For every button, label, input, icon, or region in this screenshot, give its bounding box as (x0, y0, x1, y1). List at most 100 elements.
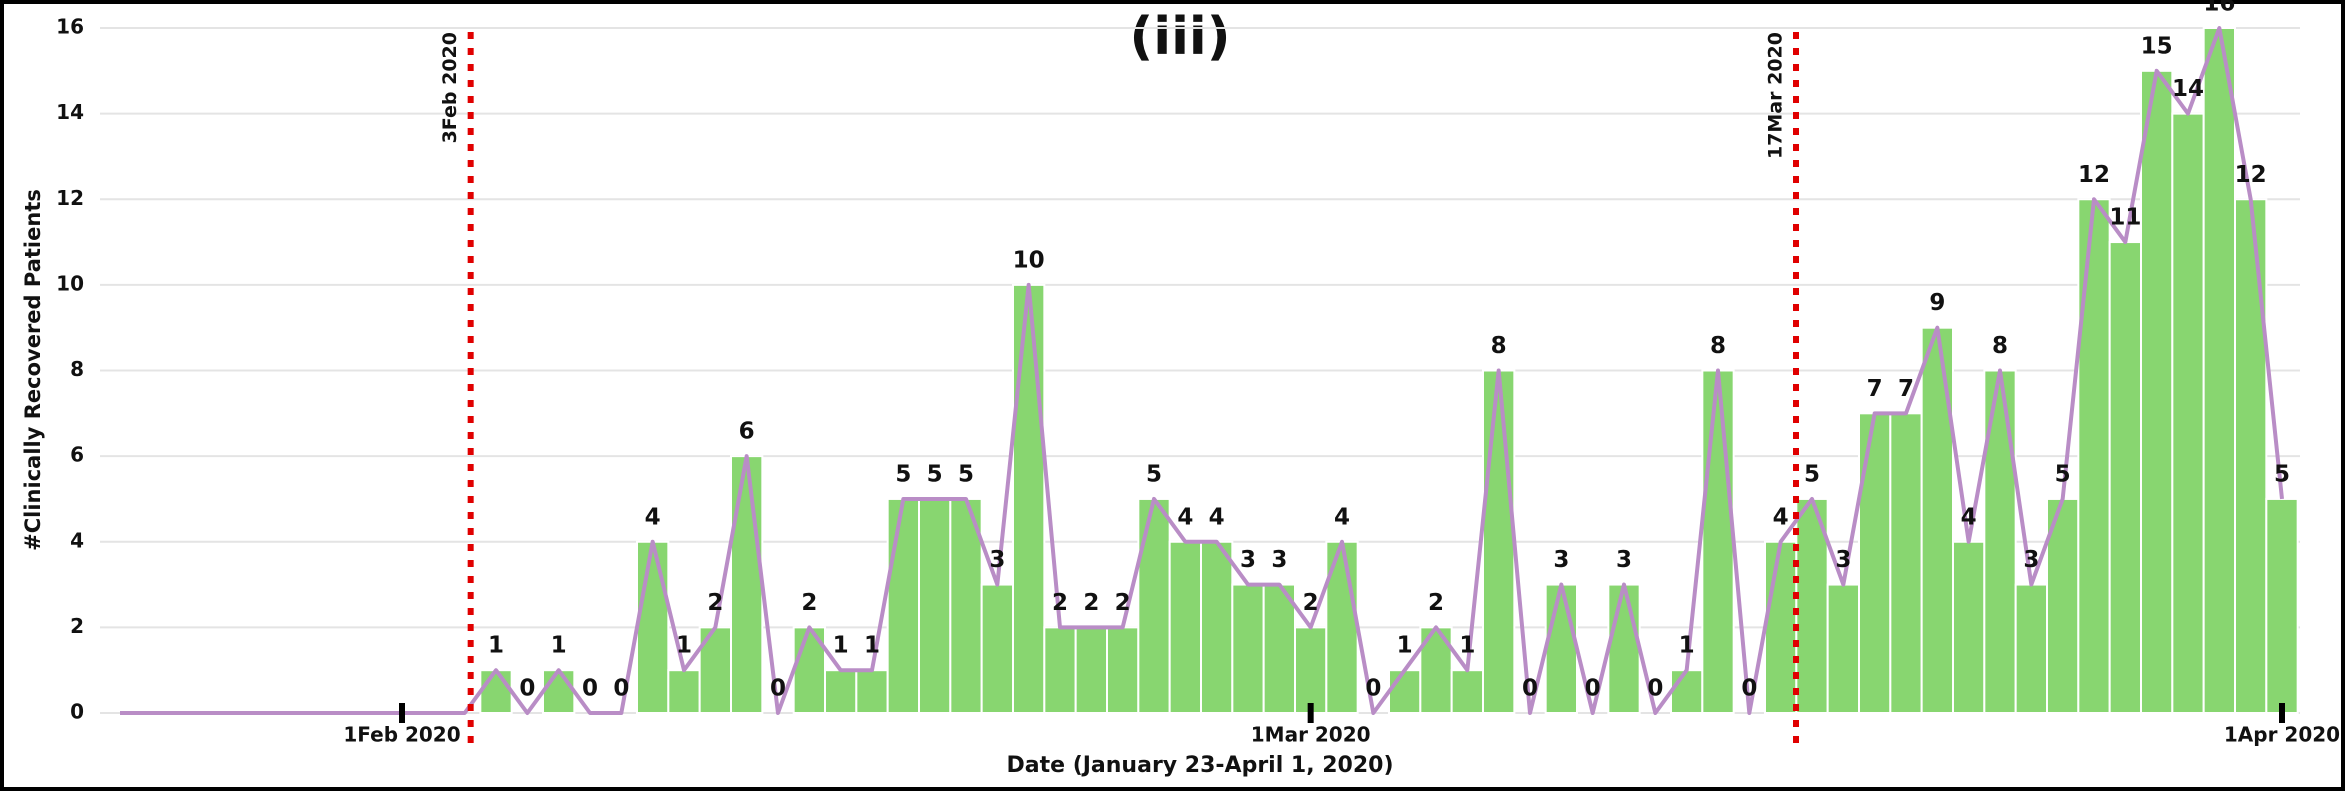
value-label: 5 (2055, 461, 2071, 487)
value-label: 5 (927, 461, 943, 487)
bar (824, 669, 858, 714)
value-label: 0 (1647, 676, 1663, 702)
value-label: 0 (1585, 676, 1601, 702)
value-label: 5 (1804, 461, 1820, 487)
value-label: 15 (2141, 33, 2173, 59)
value-label: 5 (895, 461, 911, 487)
bar (2171, 112, 2205, 714)
value-label: 8 (1992, 333, 2008, 359)
value-label: 3 (1616, 547, 1632, 573)
x-tick-label: 1Feb 2020 (343, 723, 460, 747)
value-label: 1 (488, 633, 504, 659)
bar (1544, 583, 1578, 714)
y-tick-label: 8 (70, 357, 84, 381)
bar (1106, 626, 1140, 714)
value-label: 8 (1491, 333, 1507, 359)
value-label: 0 (770, 676, 786, 702)
bar (2202, 27, 2237, 714)
bar (1231, 583, 1265, 714)
bar (1074, 626, 1108, 714)
bar (1450, 669, 1484, 714)
value-label: 4 (645, 504, 661, 530)
value-label: 0 (1365, 676, 1381, 702)
bar (1168, 540, 1202, 714)
bar (2014, 583, 2048, 714)
value-label: 16 (2203, 0, 2235, 17)
bar (1200, 540, 1234, 714)
value-label: 12 (2078, 162, 2110, 188)
value-label: 3 (1271, 547, 1287, 573)
y-tick-label: 10 (56, 271, 84, 295)
bar (2140, 69, 2174, 714)
x-tick-label: 1Mar 2020 (1251, 723, 1371, 747)
x-tick-label: 1Apr 2020 (2224, 723, 2340, 747)
value-label: 4 (1177, 504, 1193, 530)
bar (730, 455, 764, 714)
bar (1043, 626, 1077, 714)
value-label: 1 (1459, 633, 1475, 659)
value-label: 5 (958, 461, 974, 487)
value-label: 2 (1115, 590, 1131, 616)
value-label: 2 (1428, 590, 1444, 616)
bar (1388, 669, 1422, 714)
value-label: 12 (2235, 162, 2267, 188)
value-label: 0 (519, 676, 535, 702)
bar (479, 669, 513, 714)
bar (1670, 669, 1704, 714)
value-label: 7 (1898, 376, 1914, 402)
value-label: 8 (1710, 333, 1726, 359)
annotation-label: 17Mar 2020 (1765, 32, 1787, 159)
value-label: 0 (582, 676, 598, 702)
value-label: 11 (2109, 205, 2141, 231)
value-label: 5 (2274, 461, 2290, 487)
value-label: 1 (864, 633, 880, 659)
y-tick-label: 6 (70, 443, 84, 467)
bar (1012, 283, 1046, 714)
bar (886, 497, 921, 714)
value-label: 2 (1083, 590, 1099, 616)
bar (2077, 198, 2111, 714)
y-tick-label: 0 (70, 700, 84, 724)
x-axis-label: Date (January 23-April 1, 2020) (1006, 753, 1393, 778)
value-label: 2 (801, 590, 817, 616)
bar (1607, 583, 1641, 714)
value-label: 2 (1052, 590, 1068, 616)
value-label: 3 (1835, 547, 1851, 573)
bar (855, 669, 889, 714)
bar (980, 583, 1015, 714)
bar (667, 669, 701, 714)
value-label: 10 (1013, 247, 1045, 273)
value-label: 0 (613, 676, 629, 702)
bar (636, 540, 670, 714)
y-axis-label: #Clinically Recovered Patients (21, 189, 45, 551)
value-label: 4 (1773, 504, 1789, 530)
bar (1482, 369, 1516, 714)
y-tick-label: 4 (70, 528, 84, 552)
bar (1952, 540, 1986, 714)
bar (1701, 369, 1735, 714)
value-label: 4 (1209, 504, 1225, 530)
value-label: 1 (1397, 633, 1413, 659)
y-tick-label: 16 (56, 15, 84, 39)
bar (2265, 497, 2299, 714)
bar (1294, 626, 1328, 714)
value-label: 3 (2023, 547, 2039, 573)
bar (2234, 198, 2268, 714)
value-label: 4 (1961, 504, 1977, 530)
value-label: 6 (739, 419, 755, 445)
y-tick-label: 2 (70, 614, 84, 638)
bar (1262, 583, 1296, 714)
chart-title: (iii) (1129, 7, 1230, 67)
value-label: 1 (1679, 633, 1695, 659)
bar (1137, 497, 1171, 714)
y-tick-label: 14 (56, 100, 84, 124)
value-label: 3 (989, 547, 1005, 573)
bar (2046, 497, 2080, 714)
trend-line (120, 26, 2284, 715)
annotation-label: 3Feb 2020 (439, 32, 461, 143)
value-label: 1 (551, 633, 567, 659)
value-label: 5 (1146, 461, 1162, 487)
bar (1889, 412, 1923, 714)
bar (1826, 583, 1860, 714)
